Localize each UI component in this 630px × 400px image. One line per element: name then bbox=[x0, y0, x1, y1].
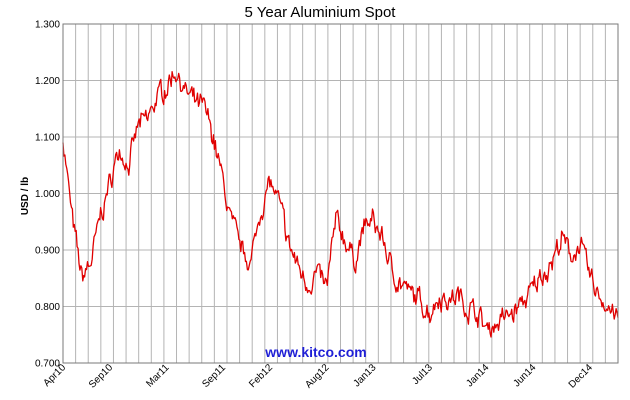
y-tick-label: 1.000 bbox=[35, 189, 60, 200]
x-tick-label: Dec14 bbox=[567, 362, 596, 391]
y-tick-label: 0.700 bbox=[35, 359, 60, 370]
x-tick-label: Sep11 bbox=[200, 362, 228, 390]
x-tick-label: Sep10 bbox=[87, 362, 116, 391]
x-tick-label: Mar11 bbox=[144, 362, 172, 390]
series-line bbox=[62, 71, 619, 338]
x-tick-label: Jan13 bbox=[351, 362, 378, 389]
x-tick-label: Jun14 bbox=[511, 362, 538, 389]
x-tick-label: Jul13 bbox=[410, 362, 435, 387]
x-tick-label: Jan14 bbox=[464, 362, 491, 389]
x-tick-label: Aug12 bbox=[303, 362, 332, 391]
y-tick-label: 0.800 bbox=[35, 302, 60, 313]
x-tick-labels: Apr10 Sep10 Mar11 Sep11 Feb12 Aug12 Jan13 Jul13… bbox=[41, 362, 595, 391]
plot-frame bbox=[62, 23, 619, 364]
y-tick-label: 1.200 bbox=[35, 76, 60, 87]
y-tick-label: 0.900 bbox=[35, 246, 60, 257]
chart-title: 5 Year Aluminium Spot bbox=[245, 4, 397, 21]
y-tick-labels: 0.700 0.800 0.900 1.000 1.100 1.200 1.300 bbox=[35, 20, 60, 370]
grid-lines bbox=[63, 23, 618, 364]
watermark-text: www.kitco.com bbox=[264, 344, 366, 360]
y-axis-label: USD / lb bbox=[20, 177, 31, 215]
y-tick-label: 1.100 bbox=[35, 133, 60, 144]
y-tick-label: 1.300 bbox=[35, 20, 60, 31]
x-tick-label: Feb12 bbox=[247, 362, 275, 390]
